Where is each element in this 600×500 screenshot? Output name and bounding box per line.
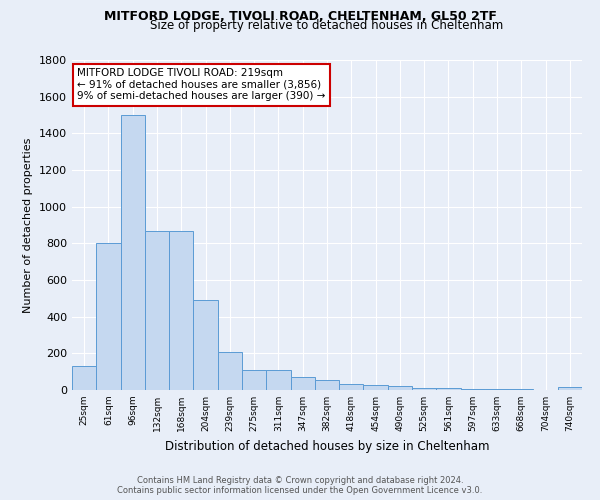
Title: Size of property relative to detached houses in Cheltenham: Size of property relative to detached ho… [151,20,503,32]
Bar [364,384,388,390]
Bar [412,388,436,390]
Bar [121,115,145,390]
Text: MITFORD LODGE, TIVOLI ROAD, CHELTENHAM, GL50 2TF: MITFORD LODGE, TIVOLI ROAD, CHELTENHAM, … [104,10,496,23]
Bar [315,380,339,390]
Bar [266,370,290,390]
Bar [558,387,582,390]
Bar [218,352,242,390]
Bar [436,388,461,390]
Bar [169,230,193,390]
Bar [461,388,485,390]
Bar [193,300,218,390]
Bar [72,366,96,390]
Bar [242,370,266,390]
Bar [145,230,169,390]
Bar [388,386,412,390]
Bar [339,384,364,390]
Y-axis label: Number of detached properties: Number of detached properties [23,138,34,312]
Text: MITFORD LODGE TIVOLI ROAD: 219sqm
← 91% of detached houses are smaller (3,856)
9: MITFORD LODGE TIVOLI ROAD: 219sqm ← 91% … [77,68,325,102]
X-axis label: Distribution of detached houses by size in Cheltenham: Distribution of detached houses by size … [165,440,489,452]
Bar [290,377,315,390]
Bar [96,244,121,390]
Text: Contains HM Land Registry data © Crown copyright and database right 2024.
Contai: Contains HM Land Registry data © Crown c… [118,476,482,495]
